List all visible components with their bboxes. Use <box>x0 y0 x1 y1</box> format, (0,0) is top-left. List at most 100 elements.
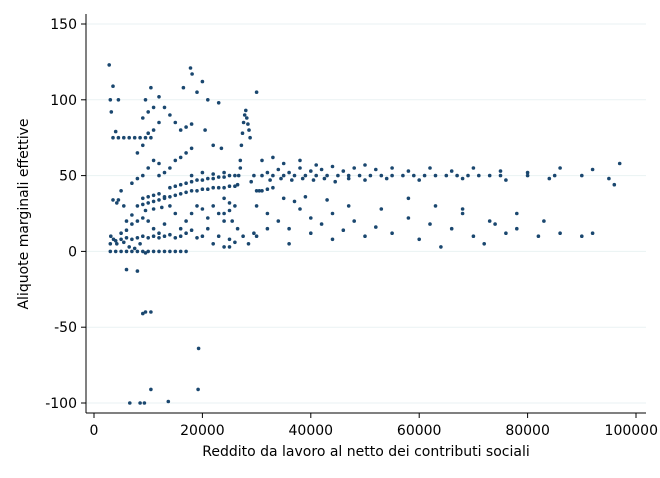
data-point <box>325 198 329 202</box>
data-point <box>390 173 394 178</box>
data-point <box>184 190 188 195</box>
data-point <box>168 195 172 199</box>
data-point <box>384 176 389 181</box>
data-point <box>157 120 161 125</box>
data-point <box>325 173 329 178</box>
data-point <box>108 249 113 254</box>
data-point <box>227 245 232 249</box>
data-point <box>216 234 221 238</box>
data-point <box>300 176 305 181</box>
x-tick-label: 100000 <box>605 423 658 439</box>
data-point <box>281 196 286 201</box>
data-point <box>195 90 199 94</box>
y-tick-label: 100 <box>50 93 77 109</box>
data-point <box>189 146 194 151</box>
data-point <box>195 189 199 193</box>
data-point <box>146 219 150 223</box>
data-point <box>363 234 367 238</box>
data-point <box>111 135 115 140</box>
data-point <box>151 249 156 254</box>
data-point <box>417 237 422 242</box>
data-point <box>203 128 207 132</box>
data-point <box>236 173 241 178</box>
data-point <box>127 245 131 249</box>
data-point <box>200 178 205 182</box>
data-point <box>374 167 378 172</box>
data-point <box>460 207 465 211</box>
data-point <box>374 225 378 229</box>
data-point <box>558 166 562 170</box>
data-point <box>477 173 481 178</box>
data-point <box>254 204 259 208</box>
data-point <box>245 116 249 120</box>
data-point <box>135 249 140 254</box>
data-point <box>241 120 246 125</box>
data-point <box>552 173 557 178</box>
data-point <box>132 135 137 140</box>
data-point <box>542 219 546 223</box>
data-point <box>141 116 145 120</box>
data-point <box>449 169 454 173</box>
data-point <box>168 249 172 254</box>
data-point <box>233 204 237 208</box>
data-point <box>254 189 259 193</box>
data-point <box>178 155 183 160</box>
data-point <box>127 135 131 140</box>
data-point <box>173 120 178 125</box>
data-point <box>206 216 210 220</box>
data-point <box>184 151 188 155</box>
data-point <box>498 169 503 173</box>
data-point <box>525 170 530 175</box>
data-point <box>227 201 232 205</box>
data-point <box>162 249 167 254</box>
data-point <box>151 199 156 204</box>
data-point <box>281 161 286 166</box>
data-point <box>346 176 351 181</box>
data-point <box>135 176 140 181</box>
data-point <box>151 234 156 238</box>
data-point <box>160 205 164 210</box>
data-point <box>195 204 199 208</box>
data-point <box>130 222 134 226</box>
data-point <box>222 196 226 201</box>
data-point <box>135 219 140 223</box>
data-point <box>558 231 562 235</box>
data-point <box>368 173 373 178</box>
data-point <box>233 184 237 188</box>
data-point <box>130 181 134 185</box>
data-point <box>113 249 118 254</box>
data-point <box>189 211 194 216</box>
data-point <box>135 269 140 273</box>
data-point <box>200 234 205 238</box>
data-point <box>189 173 194 178</box>
data-point <box>617 161 622 166</box>
data-point <box>330 164 335 169</box>
data-point <box>115 201 119 205</box>
data-point <box>471 166 476 170</box>
data-point <box>439 245 443 249</box>
data-point <box>346 173 351 178</box>
data-point <box>149 387 153 392</box>
data-point <box>287 226 291 231</box>
data-point <box>309 231 313 235</box>
data-point <box>130 237 134 242</box>
data-point <box>222 175 226 179</box>
x-axis-ticks: 0 20000 40000 60000 80000 100000 <box>90 413 658 439</box>
data-point <box>141 249 145 254</box>
data-point <box>341 169 346 173</box>
data-point <box>433 173 438 178</box>
data-point <box>276 219 281 223</box>
data-point <box>200 187 205 191</box>
data-point <box>240 131 245 135</box>
data-point <box>119 189 123 193</box>
data-point <box>536 234 541 238</box>
y-axis-ticks: -100 -50 0 50 100 150 <box>45 17 86 412</box>
data-point <box>200 79 205 84</box>
x-tick-label: 60000 <box>397 423 442 439</box>
data-point <box>173 193 178 198</box>
data-point <box>265 226 270 231</box>
data-point <box>281 173 286 178</box>
data-point <box>390 166 394 170</box>
data-point <box>119 237 123 242</box>
